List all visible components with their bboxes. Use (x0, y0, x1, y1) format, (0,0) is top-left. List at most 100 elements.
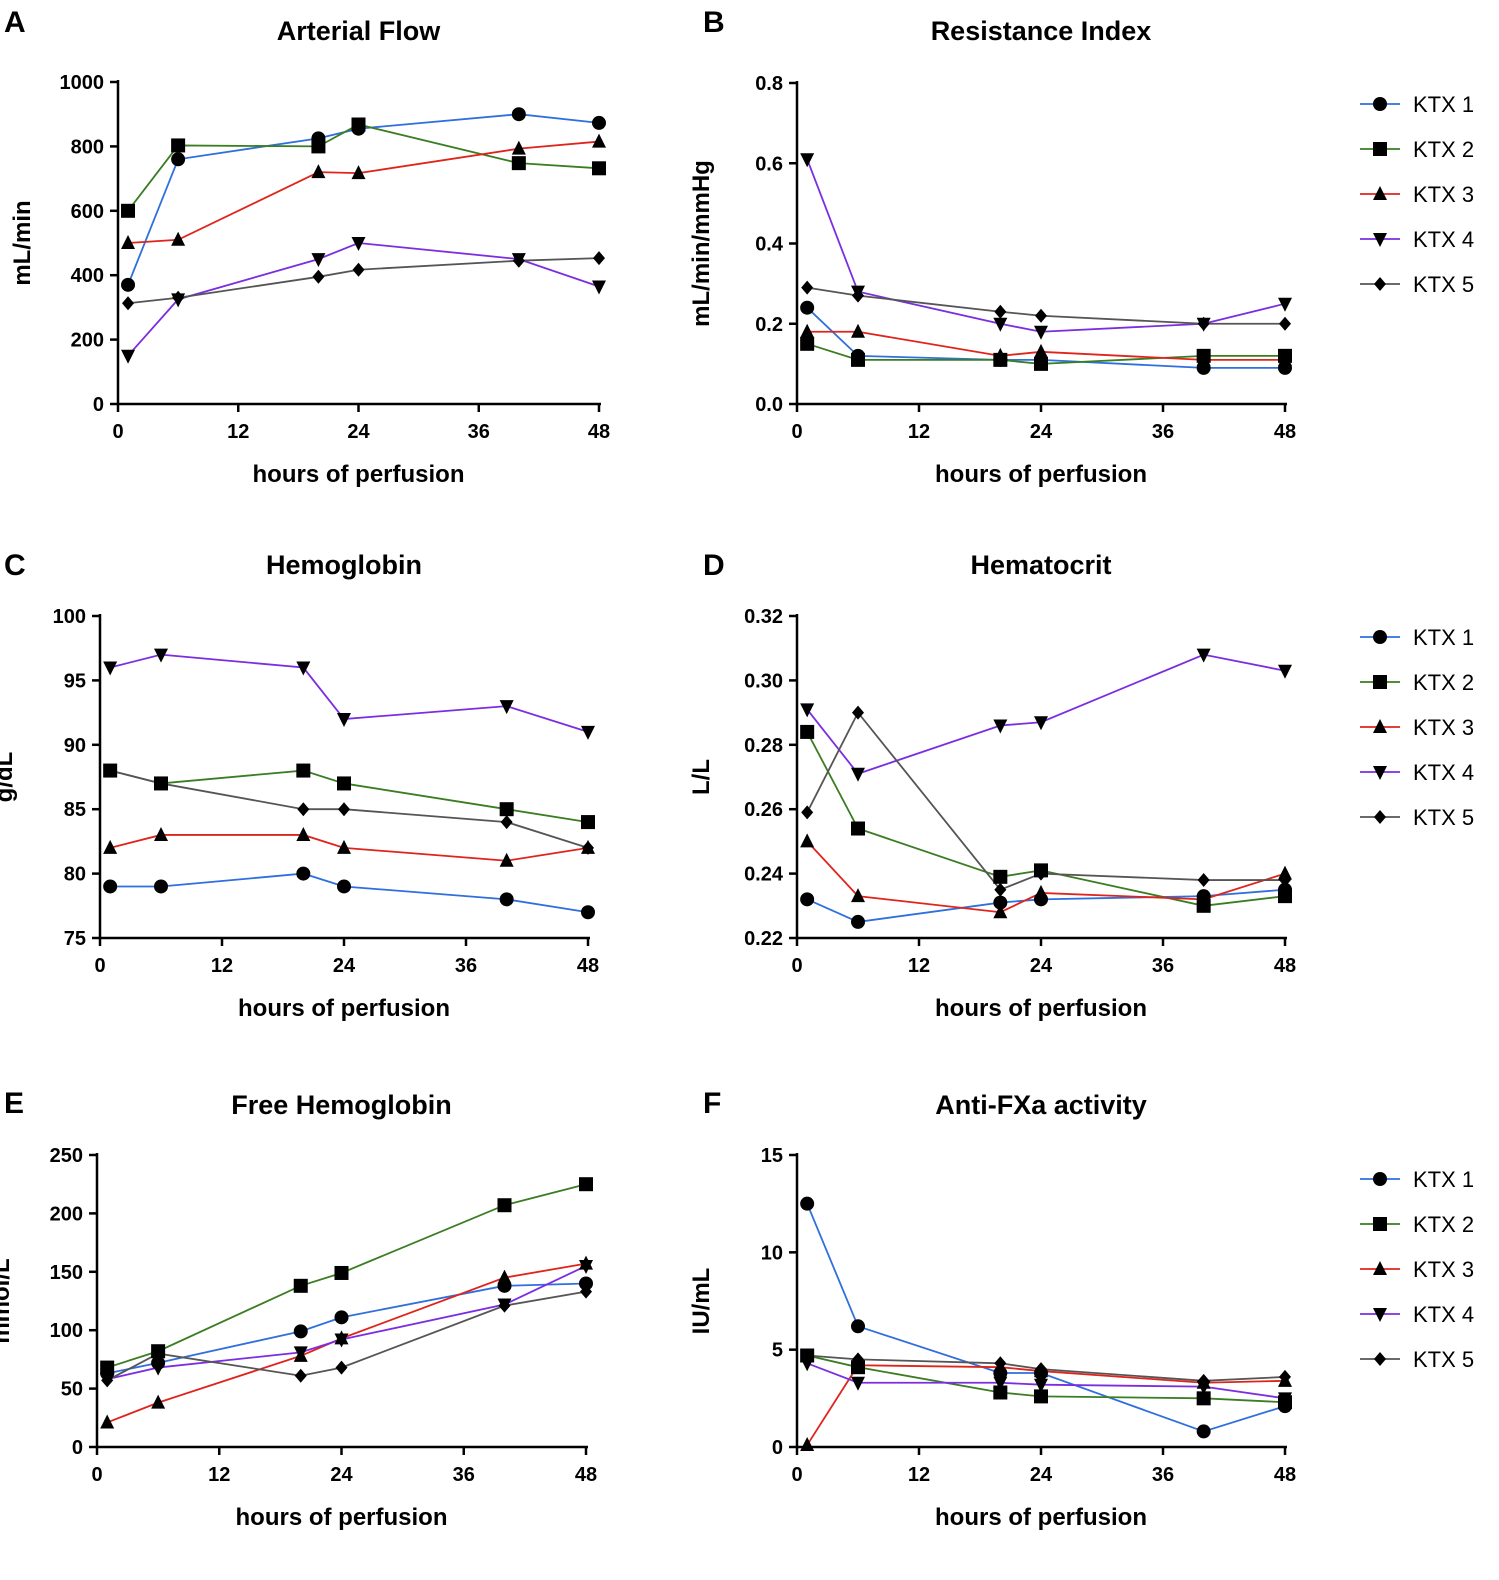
data-point-ktx-2 (311, 139, 326, 154)
x-tick-label: 24 (1030, 955, 1053, 977)
data-point-ktx-2 (851, 352, 865, 367)
y-tick-label: 15 (761, 1145, 783, 1167)
data-point-ktx-2 (497, 1198, 512, 1213)
x-tick-label: 36 (1152, 955, 1174, 977)
data-point-ktx-2 (1034, 1389, 1048, 1404)
data-point-ktx-2 (334, 1265, 349, 1280)
data-point-ktx-4 (351, 237, 366, 251)
data-point-ktx-4 (337, 713, 351, 728)
x-tick-label: 12 (908, 421, 930, 443)
x-axis-label: hours of perfusion (935, 461, 1147, 488)
series-line-ktx-5 (106, 1290, 587, 1382)
data-point-ktx-4 (1034, 325, 1048, 340)
legend-label: KTX 1 (1413, 1167, 1474, 1192)
data-point-ktx-1 (993, 895, 1008, 910)
data-point-ktx-3 (800, 323, 815, 338)
y-tick-label: 85 (64, 799, 86, 821)
series-line-ktx-3 (106, 1262, 587, 1424)
data-point-ktx-5 (852, 705, 864, 720)
y-tick-label: 150 (50, 1262, 83, 1284)
data-point-ktx-3 (100, 1414, 115, 1429)
series-line-ktx-4 (806, 158, 1286, 333)
y-tick-label: 0.30 (744, 670, 783, 692)
data-point-ktx-1 (499, 892, 514, 907)
x-tick-label: 36 (1152, 1464, 1174, 1486)
data-point-ktx-3 (497, 1269, 512, 1284)
series-line-ktx-4 (806, 653, 1286, 775)
data-point-ktx-3 (800, 833, 815, 848)
data-point-ktx-1 (592, 115, 606, 130)
data-point-ktx-2 (293, 1278, 308, 1293)
data-point-ktx-2 (100, 1360, 115, 1375)
legend-item: KTX 3 (1360, 715, 1474, 740)
x-tick-label: 12 (908, 955, 930, 977)
y-tick-label: 0.26 (744, 799, 783, 821)
legend-label: KTX 4 (1413, 227, 1474, 252)
y-tick-label: 100 (53, 606, 86, 628)
legend-label: KTX 4 (1413, 760, 1474, 785)
x-tick-label: 0 (91, 1464, 102, 1486)
data-point-ktx-5 (1279, 316, 1291, 331)
legend-label: KTX 5 (1413, 805, 1474, 830)
legend-item: KTX 4 (1360, 227, 1474, 252)
x-axis-label: hours of perfusion (238, 995, 450, 1022)
data-point-ktx-5 (352, 262, 365, 277)
data-point-ktx-2 (581, 815, 595, 830)
data-point-ktx-2 (171, 138, 186, 153)
x-axis-label: hours of perfusion (935, 1504, 1147, 1531)
panel-letter: E (4, 1087, 24, 1120)
data-point-ktx-4 (581, 725, 595, 740)
data-point-ktx-5 (1197, 873, 1210, 888)
data-point-ktx-2 (1278, 889, 1292, 904)
data-point-ktx-2 (1196, 1391, 1211, 1406)
data-point-ktx-2 (351, 117, 366, 132)
x-tick-label: 36 (453, 1464, 475, 1486)
legend-marker (1373, 719, 1387, 733)
data-point-ktx-5 (155, 776, 167, 791)
data-point-ktx-5 (801, 805, 814, 820)
panel-d: D Hematocrit 0 12 24 36 48 0.22 0.24 0.26 0.28 0.30… (688, 549, 1474, 1022)
legend-label: KTX 3 (1413, 182, 1474, 207)
panel-f: F Anti-FXa activity 0 12 24 36 48 0 5 10 15 hours o… (688, 1087, 1474, 1531)
y-tick-label: 80 (64, 864, 86, 886)
legend-marker (1374, 277, 1386, 291)
y-tick-label: 75 (64, 928, 86, 950)
data-point-ktx-5 (1197, 1373, 1210, 1388)
data-point-ktx-3 (851, 888, 865, 903)
legend-item: KTX 2 (1360, 670, 1474, 695)
series-line-ktx-2 (127, 123, 600, 212)
chart-title: Resistance Index (931, 16, 1152, 46)
y-tick-label: 200 (71, 330, 104, 352)
data-point-ktx-4 (1034, 716, 1048, 731)
legend-item: KTX 1 (1360, 1167, 1474, 1192)
y-tick-label: 10 (761, 1242, 783, 1264)
x-tick-label: 24 (347, 421, 370, 443)
panel-letter: A (4, 6, 26, 39)
legend-item: KTX 5 (1360, 805, 1474, 830)
panel-a: A Arterial Flow 0 12 24 36 48 0 200 400 600 800 1000… (4, 6, 610, 488)
data-point-ktx-3 (1034, 343, 1048, 358)
data-point-ktx-2 (851, 821, 865, 836)
data-point-ktx-3 (511, 140, 526, 155)
y-tick-label: 0.2 (755, 314, 783, 336)
data-point-ktx-4 (579, 1259, 593, 1274)
data-point-ktx-1 (296, 866, 311, 881)
data-point-ktx-3 (800, 1437, 815, 1452)
legend-item: KTX 3 (1360, 182, 1474, 207)
x-axis-label: hours of perfusion (253, 461, 465, 488)
y-tick-label: 0.24 (744, 864, 784, 886)
data-point-ktx-2 (337, 776, 351, 791)
legend-label: KTX 1 (1413, 92, 1474, 117)
legend-marker (1373, 97, 1387, 111)
data-point-ktx-5 (297, 802, 310, 817)
data-point-ktx-5 (1279, 1369, 1291, 1384)
legend-item: KTX 5 (1360, 272, 1474, 297)
y-tick-label: 0 (93, 394, 104, 416)
data-point-ktx-5 (338, 802, 350, 817)
data-point-ktx-1 (800, 300, 815, 315)
data-point-ktx-5 (172, 290, 185, 305)
data-point-ktx-2 (993, 1385, 1008, 1400)
data-point-ktx-4 (293, 1346, 308, 1361)
series-line-ktx-4 (806, 1362, 1286, 1400)
data-point-ktx-4 (851, 767, 865, 782)
